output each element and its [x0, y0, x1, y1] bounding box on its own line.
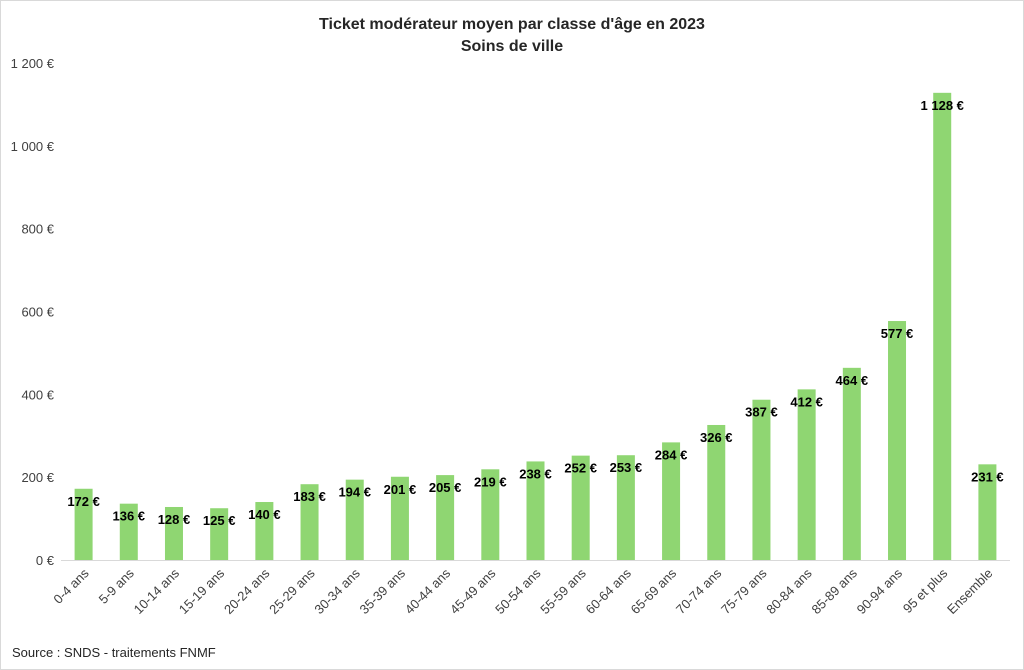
x-tick-label: 40-44 ans [402, 565, 454, 617]
data-label: 205 € [429, 480, 462, 495]
x-tick-label: 90-94 ans [854, 565, 906, 617]
x-tick-label: Ensemble [944, 566, 995, 617]
chart-title: Ticket modérateur moyen par classe d'âge… [319, 16, 705, 33]
bar [752, 399, 771, 560]
bar [888, 321, 907, 560]
data-label: 387 € [745, 405, 778, 420]
data-label: 194 € [338, 485, 371, 500]
bar [571, 455, 590, 560]
x-tick-label: 95 et plus [900, 565, 951, 616]
y-tick-label: 0 € [36, 553, 55, 568]
data-label: 201 € [384, 482, 417, 497]
bar [933, 92, 952, 560]
data-label: 412 € [790, 394, 823, 409]
bar [662, 442, 681, 560]
bar [707, 424, 726, 560]
x-tick-label: 55-59 ans [537, 565, 589, 617]
y-tick-label: 200 € [21, 470, 54, 485]
data-label: 183 € [293, 489, 326, 504]
data-label: 577 € [881, 326, 914, 341]
x-tick-label: 15-19 ans [176, 565, 228, 617]
x-tick-label: 5-9 ans [96, 565, 138, 607]
bar [390, 476, 409, 560]
y-tick-label: 400 € [21, 387, 54, 402]
data-label: 219 € [474, 474, 507, 489]
x-tick-label: 70-74 ans [673, 565, 725, 617]
bar [300, 484, 319, 560]
bar [481, 469, 500, 560]
bar [978, 464, 997, 560]
data-label: 253 € [610, 460, 643, 475]
x-tick-label: 60-64 ans [583, 565, 635, 617]
bar [345, 479, 364, 560]
bar [164, 506, 183, 560]
x-tick-label: 45-49 ans [447, 565, 499, 617]
data-label: 231 € [971, 469, 1004, 484]
bar [797, 389, 816, 560]
x-tick-label: 75-79 ans [718, 565, 770, 617]
bar [616, 455, 635, 560]
bar [74, 488, 93, 560]
data-label: 128 € [158, 512, 191, 527]
data-label: 238 € [519, 466, 552, 481]
y-tick-label: 600 € [21, 305, 54, 320]
data-label: 284 € [655, 447, 688, 462]
bar [526, 461, 545, 560]
data-label: 125 € [203, 513, 236, 528]
x-tick-label: 50-54 ans [492, 565, 544, 617]
x-tick-label: 80-84 ans [763, 565, 815, 617]
bar [436, 475, 455, 560]
data-label: 464 € [836, 373, 869, 388]
bar [119, 503, 138, 560]
y-tick-label: 800 € [21, 222, 54, 237]
data-label: 172 € [67, 494, 100, 509]
y-tick-label: 1 200 € [11, 56, 55, 71]
x-tick-label: 85-89 ans [808, 565, 860, 617]
chart-subtitle: Soins de ville [460, 38, 564, 55]
x-tick-label: 65-69 ans [628, 565, 680, 617]
data-label: 140 € [248, 507, 281, 522]
data-label: 326 € [700, 430, 733, 445]
bar [255, 502, 274, 560]
bar [210, 508, 229, 560]
source-note: Source : SNDS - traitements FNMF [12, 645, 216, 660]
data-label: 136 € [113, 509, 146, 524]
y-tick-label: 1 000 € [11, 139, 55, 154]
x-tick-label: 30-34 ans [311, 565, 363, 617]
bar [842, 367, 861, 560]
x-tick-label: 35-39 ans [357, 565, 409, 617]
x-tick-label: 20-24 ans [221, 565, 273, 617]
x-tick-label: 10-14 ans [131, 565, 183, 617]
data-label: 1 128 € [921, 98, 964, 113]
x-tick-label: 25-29 ans [266, 565, 318, 617]
data-label: 252 € [564, 461, 597, 476]
x-tick-label: 0-4 ans [50, 565, 92, 607]
